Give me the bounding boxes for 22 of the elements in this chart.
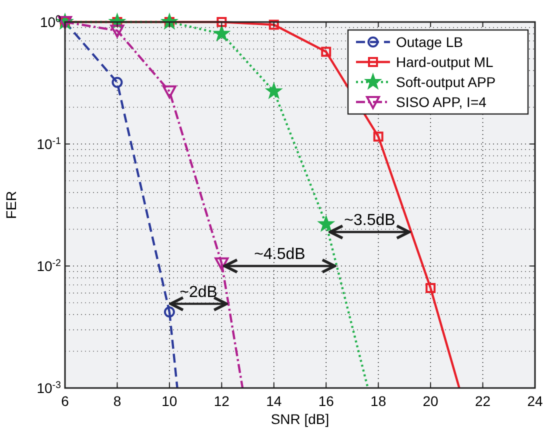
x-tick-label: 22 <box>474 393 491 409</box>
x-tick-label: 16 <box>318 393 334 409</box>
y-axis-title: FER <box>3 191 19 219</box>
legend-label: Soft-output APP <box>396 74 496 90</box>
x-tick-label: 8 <box>113 393 122 409</box>
annotation: ~3.5dB <box>344 212 396 229</box>
x-tick-label: 12 <box>214 393 230 409</box>
x-tick-label: 20 <box>422 393 439 409</box>
legend-label: Outage LB <box>396 34 463 50</box>
legend-label: SISO APP, I=4 <box>396 94 487 110</box>
legend-label: Hard-output ML <box>396 54 494 70</box>
annotation: ~2dB <box>180 284 218 301</box>
y-tick-label: 10$^{-1}$ <box>36 136 61 152</box>
x-tick-label: 10 <box>162 393 178 409</box>
x-tick-label: 14 <box>266 393 282 409</box>
y-tick-label: 10$^{-2}$ <box>36 258 61 274</box>
y-tick-label: 10$^{-3}$ <box>36 380 62 396</box>
x-axis-title: SNR [dB] <box>270 411 330 427</box>
annotation: ~4.5dB <box>254 246 306 263</box>
x-tick-label: 24 <box>527 393 543 409</box>
x-tick-label: 18 <box>370 393 386 409</box>
x-tick-label: 6 <box>61 393 70 409</box>
